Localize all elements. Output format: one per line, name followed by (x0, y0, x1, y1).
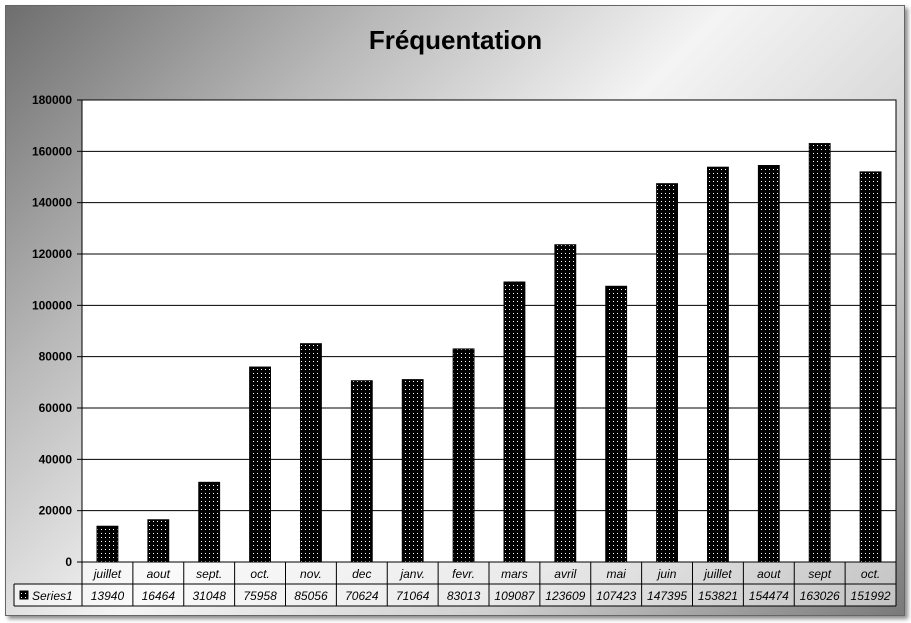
bar (452, 348, 475, 563)
y-tick-label: 80000 (39, 350, 73, 364)
data-label: 154474 (749, 589, 789, 603)
data-label: 123609 (545, 589, 585, 603)
y-tick-label: 20000 (39, 504, 73, 518)
bar (859, 171, 882, 563)
data-label: 75958 (243, 589, 277, 603)
category-label: avril (554, 567, 576, 581)
bar (147, 519, 170, 563)
category-label: juillet (92, 567, 122, 581)
data-table: juillet 13940 aout 16464 sept. 31048 oct. 75958… (13, 561, 897, 607)
data-label: 13940 (91, 589, 125, 603)
y-tick-label: 140000 (32, 196, 72, 210)
category-label: nov. (300, 567, 322, 581)
bar (808, 143, 831, 563)
category-label: aout (757, 567, 781, 581)
y-tick-label: 40000 (39, 452, 73, 466)
bar (757, 165, 780, 563)
y-tick-label: 0 (65, 555, 72, 569)
y-tick-label: 100000 (32, 298, 72, 312)
category-label: sept (808, 567, 831, 581)
category-label: oct. (861, 567, 880, 581)
category-label: juillet (702, 567, 732, 581)
y-tick-label: 120000 (32, 247, 72, 261)
legend-series-name: Series1 (32, 589, 73, 603)
category-label: janv. (398, 567, 424, 581)
data-label: 107423 (596, 589, 636, 603)
y-tick-label: 180000 (32, 93, 72, 107)
data-label: 31048 (193, 589, 227, 603)
data-label: 153821 (698, 589, 738, 603)
bar (401, 379, 424, 563)
category-label: aout (147, 567, 171, 581)
bar (198, 481, 221, 563)
chart-title: Fréquentation (368, 25, 543, 55)
data-label: 109087 (494, 589, 535, 603)
y-tick-label: 60000 (39, 401, 73, 415)
bar (656, 183, 678, 563)
data-label: 151992 (851, 589, 891, 603)
data-label: 16464 (142, 589, 176, 603)
bar (350, 380, 373, 563)
data-label: 163026 (800, 589, 840, 603)
category-label: mai (607, 567, 627, 581)
data-label: 83013 (447, 589, 481, 603)
bar (605, 285, 628, 563)
bar (503, 281, 526, 563)
category-label: dec (352, 567, 371, 581)
bar (707, 166, 729, 563)
bar (249, 366, 271, 563)
bar (96, 525, 119, 563)
category-label: oct. (250, 567, 269, 581)
category-label: mars (501, 567, 528, 581)
data-label: 147395 (647, 589, 687, 603)
category-label: fevr. (452, 567, 475, 581)
bars (96, 143, 882, 563)
data-label: 70624 (345, 589, 379, 603)
category-label: sept. (196, 567, 222, 581)
data-label: 85056 (294, 589, 328, 603)
category-label: juin (656, 567, 677, 581)
y-tick-label: 160000 (32, 144, 72, 158)
legend-key (19, 590, 29, 600)
bar (554, 244, 577, 563)
bar (300, 343, 322, 563)
data-label: 71064 (396, 589, 430, 603)
